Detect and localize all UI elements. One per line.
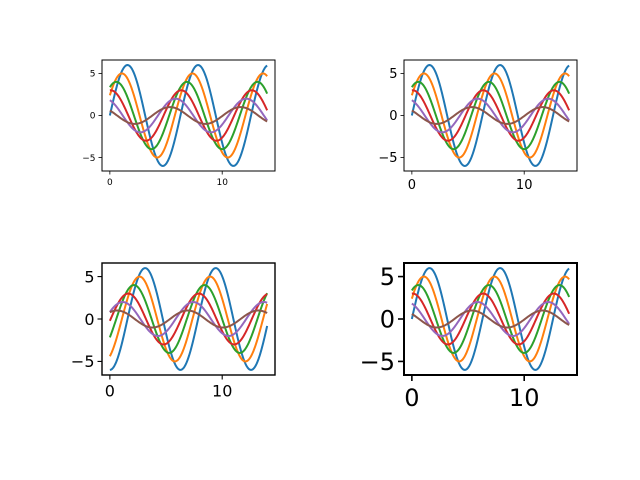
- series-line-4: [109, 301, 268, 337]
- y-tick-label: −5: [71, 352, 95, 371]
- series-line-5: [109, 309, 268, 329]
- series-line-1: [410, 72, 570, 159]
- x-tick-label: 0: [107, 178, 113, 188]
- series-group: [410, 267, 571, 371]
- x-tick-label: 10: [212, 382, 232, 401]
- y-tick-label: −5: [360, 348, 395, 376]
- y-tick-label: 0: [90, 112, 96, 122]
- series-line-4: [411, 301, 570, 337]
- y-tick-label: 5: [389, 67, 397, 82]
- y-tick-label: 0: [84, 310, 94, 329]
- y-tick-label: 0: [389, 109, 397, 124]
- series-group: [108, 64, 269, 167]
- y-tick-label: 5: [380, 263, 395, 291]
- series-line-2: [108, 284, 269, 354]
- y-tick-label: 0: [380, 306, 395, 334]
- series-group: [108, 267, 269, 371]
- series-line-4: [411, 97, 570, 134]
- series-line-2: [411, 284, 571, 354]
- y-tick-label: −5: [378, 151, 397, 166]
- series-line-2: [109, 80, 269, 151]
- series-group: [410, 64, 571, 167]
- x-tick-label: 10: [509, 384, 540, 412]
- x-tick-label: 10: [516, 178, 533, 193]
- x-tick-label: 0: [105, 382, 115, 401]
- subplot-top-left: 0 10 −5 0 5: [82, 59, 276, 188]
- x-tick-label: 0: [404, 384, 419, 412]
- subplot-bottom-right: 0 10 −5 0 5: [360, 262, 578, 412]
- series-line-4: [109, 97, 268, 134]
- series-line-1: [108, 72, 268, 159]
- x-tick-label: 0: [408, 178, 416, 193]
- series-line-2: [411, 80, 571, 151]
- series-line-5: [411, 106, 570, 125]
- series-line-5: [411, 309, 570, 329]
- series-line-5: [109, 106, 268, 125]
- y-tick-label: 5: [90, 70, 96, 80]
- series-line-0: [109, 267, 269, 371]
- series-line-1: [410, 275, 570, 363]
- subplot-top-right: 0 10 −5 0 5: [378, 59, 578, 193]
- y-tick-label: 5: [84, 267, 94, 286]
- y-tick-label: −5: [82, 154, 95, 164]
- x-tick-label: 10: [216, 178, 228, 188]
- subplot-bottom-left: 0 10 −5 0 5: [71, 262, 276, 401]
- series-line-1: [108, 275, 269, 363]
